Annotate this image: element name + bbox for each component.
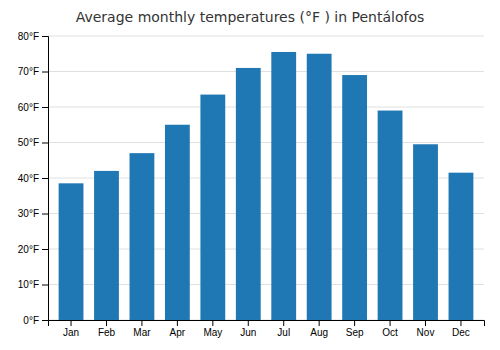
- tick-mark: [425, 320, 426, 326]
- tick-mark: [71, 320, 72, 326]
- tick-mark: [42, 320, 48, 321]
- y-tick: 40°F: [18, 173, 48, 184]
- tick-mark: [212, 320, 213, 326]
- y-tick: 80°F: [18, 31, 48, 42]
- y-tick: 0°F: [23, 315, 48, 326]
- tick-label: Jun: [240, 327, 256, 338]
- bar: [307, 54, 332, 320]
- x-tick: Oct: [382, 320, 398, 338]
- plot: 0°F 10°F 20°F 30°F 40°F 50°F 60°F 70°F 80°F Jan Fe…: [18, 31, 485, 338]
- tick-label: Nov: [417, 327, 435, 338]
- tick-mark: [42, 178, 48, 179]
- y-axis: 0°F 10°F 20°F 30°F 40°F 50°F 60°F 70°F 80°F: [18, 31, 49, 326]
- tick-mark: [141, 320, 142, 326]
- y-tick: 30°F: [18, 208, 48, 219]
- axis-line: [49, 321, 485, 327]
- x-tick: Nov: [417, 320, 435, 338]
- bar: [449, 173, 474, 320]
- title: Average monthly temperatures (°F ) in Pe…: [76, 9, 425, 25]
- y-tick: 10°F: [18, 279, 48, 290]
- tick-mark: [42, 285, 48, 286]
- tick-label: 0°F: [23, 315, 39, 326]
- x-tick: Sep: [346, 320, 364, 338]
- x-tick: Feb: [98, 320, 116, 338]
- bars: [59, 52, 474, 320]
- x-tick: Mar: [133, 320, 151, 338]
- tick-label: 40°F: [18, 173, 39, 184]
- tick-label: 80°F: [18, 31, 39, 42]
- tick-mark: [42, 214, 48, 215]
- tick-mark: [42, 143, 48, 144]
- axis-line: [42, 37, 49, 321]
- tick-label: Aug: [310, 327, 328, 338]
- bar: [165, 125, 190, 320]
- bar: [342, 75, 367, 320]
- bar: [378, 111, 403, 320]
- tick-mark: [390, 320, 391, 326]
- tick-label: 10°F: [18, 279, 39, 290]
- x-tick: Dec: [452, 320, 470, 338]
- tick-mark: [460, 320, 461, 326]
- y-tick: 20°F: [18, 244, 48, 255]
- bar: [59, 183, 84, 320]
- grid-line: [48, 142, 484, 143]
- tick-label: Apr: [170, 327, 186, 338]
- tick-label: 50°F: [18, 137, 39, 148]
- tick-mark: [42, 107, 48, 108]
- bar: [94, 171, 119, 320]
- tick-mark: [106, 320, 107, 326]
- tick-label: Sep: [346, 327, 364, 338]
- bar: [271, 52, 296, 320]
- bar: [413, 144, 438, 320]
- tick-mark: [42, 36, 48, 37]
- y-tick: 50°F: [18, 137, 48, 148]
- tick-label: 20°F: [18, 244, 39, 255]
- tick-mark: [42, 249, 48, 250]
- bar: [236, 68, 261, 320]
- y-tick: 60°F: [18, 102, 48, 113]
- y-tick: 70°F: [18, 66, 48, 77]
- tick-label: Mar: [133, 327, 151, 338]
- tick-label: May: [203, 327, 222, 338]
- tick-mark: [283, 320, 284, 326]
- tick-mark: [319, 320, 320, 326]
- tick-label: Dec: [452, 327, 470, 338]
- tick-label: Jan: [63, 327, 79, 338]
- grid-line: [48, 71, 484, 72]
- bar: [200, 95, 225, 320]
- x-tick: Aug: [310, 320, 328, 338]
- x-tick: Apr: [170, 320, 186, 338]
- chart: 0°F 10°F 20°F 30°F 40°F 50°F 60°F 70°F 80°F Jan Fe…: [0, 0, 500, 350]
- tick-label: Feb: [98, 327, 116, 338]
- tick-mark: [177, 320, 178, 326]
- x-axis: Jan Feb Mar Apr May Jun Jul Aug Sep Oct Nov Dec: [49, 320, 485, 338]
- tick-mark: [248, 320, 249, 326]
- tick-label: Jul: [277, 327, 290, 338]
- x-tick: May: [203, 320, 222, 338]
- tick-label: 70°F: [18, 66, 39, 77]
- tick-label: 60°F: [18, 102, 39, 113]
- x-tick: Jun: [240, 320, 256, 338]
- bar: [130, 153, 155, 320]
- x-tick: Jul: [277, 320, 290, 338]
- tick-mark: [42, 72, 48, 73]
- grid-line: [48, 36, 484, 37]
- grid-line: [48, 107, 484, 108]
- tick-label: Oct: [382, 327, 398, 338]
- tick-mark: [354, 320, 355, 326]
- tick-label: 30°F: [18, 208, 39, 219]
- x-tick: Jan: [63, 320, 79, 338]
- grid: [48, 36, 484, 320]
